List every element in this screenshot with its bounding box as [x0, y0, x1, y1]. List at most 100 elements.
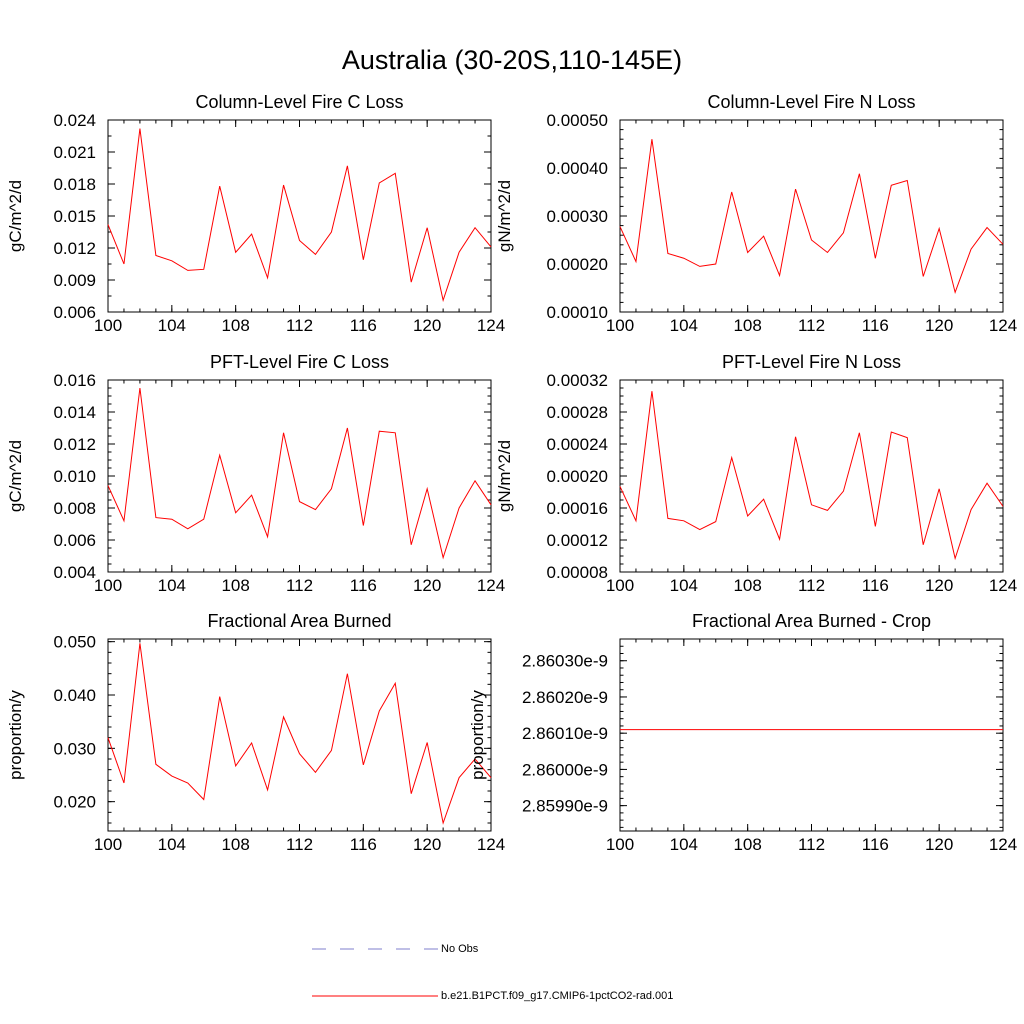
- y-tick-label: 0.006: [53, 531, 96, 550]
- y-tick-label: 0.00030: [547, 207, 608, 226]
- plot-frame: [107, 379, 492, 573]
- y-tick-label: 0.009: [53, 271, 96, 290]
- y-tick-label: 2.85990e-9: [522, 797, 608, 816]
- x-tick-label: 116: [350, 835, 377, 854]
- y-tick-label: 2.86020e-9: [522, 688, 608, 707]
- y-tick-label: 0.015: [53, 207, 96, 226]
- y-tick-label: 0.00010: [547, 303, 608, 322]
- y-axis-label: gC/m^2/d: [6, 180, 25, 252]
- x-tick-label: 124: [989, 576, 1017, 595]
- y-tick-label: 2.86030e-9: [522, 652, 608, 671]
- y-tick-label: 0.016: [53, 371, 96, 390]
- chart-title: PFT-Level Fire N Loss: [722, 352, 901, 372]
- x-tick-label: 120: [925, 576, 953, 595]
- y-tick-label: 0.00020: [547, 255, 608, 274]
- y-tick-label: 0.020: [53, 793, 96, 812]
- chart-panel-2: 100 104 108 112 116 120 124 0.00010 0.00020 0.000…: [495, 92, 1017, 335]
- x-tick-label: 104: [158, 316, 186, 335]
- y-axis-label: proportion/y: [468, 690, 487, 780]
- x-tick-label: 116: [862, 576, 889, 595]
- page-title: Australia (30-20S,110-145E): [341, 45, 683, 75]
- x-tick-label: 116: [350, 576, 377, 595]
- y-axis-label: gN/m^2/d: [495, 440, 514, 512]
- y-tick-label: 0.030: [53, 739, 96, 758]
- x-tick-label: 100: [94, 576, 122, 595]
- y-tick-label: 0.050: [53, 633, 96, 652]
- y-tick-label: 2.86000e-9: [522, 760, 608, 779]
- y-tick-label: 0.008: [53, 499, 96, 518]
- x-tick-label: 108: [221, 835, 249, 854]
- plot-frame: [619, 119, 1004, 313]
- x-tick-label: 120: [925, 835, 953, 854]
- x-tick-label: 108: [221, 576, 249, 595]
- x-tick-label: 124: [477, 835, 505, 854]
- y-axis-label: gN/m^2/d: [495, 180, 514, 252]
- x-tick-label: 100: [606, 576, 634, 595]
- y-tick-label: 0.010: [53, 467, 96, 486]
- x-tick-label: 104: [670, 576, 698, 595]
- x-tick-label: 104: [158, 835, 186, 854]
- x-tick-label: 112: [286, 835, 313, 854]
- x-tick-label: 100: [94, 835, 122, 854]
- chart-title: PFT-Level Fire C Loss: [210, 352, 389, 372]
- x-tick-label: 104: [158, 576, 186, 595]
- y-tick-label: 0.00008: [547, 563, 608, 582]
- x-tick-label: 112: [286, 316, 313, 335]
- y-tick-label: 0.00020: [547, 467, 608, 486]
- y-axis-label: proportion/y: [6, 690, 25, 780]
- x-tick-label: 120: [413, 576, 441, 595]
- x-tick-label: 112: [798, 576, 825, 595]
- x-tick-label: 100: [94, 316, 122, 335]
- chart-panel-4: 100 104 108 112 116 120 124 0.00008 0.00012 0.000…: [495, 352, 1017, 595]
- y-tick-label: 0.00028: [547, 403, 608, 422]
- series-line: [619, 391, 1004, 561]
- x-tick-label: 112: [286, 576, 313, 595]
- y-tick-label: 0.014: [53, 403, 96, 422]
- x-tick-label: 124: [477, 316, 505, 335]
- chart-title: Fractional Area Burned - Crop: [692, 611, 931, 631]
- x-tick-label: 116: [862, 316, 889, 335]
- x-tick-label: 100: [606, 316, 634, 335]
- y-tick-label: 0.004: [53, 563, 96, 582]
- y-tick-label: 0.00040: [547, 159, 608, 178]
- y-tick-label: 0.00012: [547, 531, 608, 550]
- x-tick-label: 116: [350, 316, 377, 335]
- y-tick-label: 0.012: [53, 239, 96, 258]
- y-tick-label: 0.00024: [547, 435, 608, 454]
- x-tick-label: 120: [925, 316, 953, 335]
- y-tick-label: 0.00050: [547, 111, 608, 130]
- x-tick-label: 108: [733, 835, 761, 854]
- chart-panel-1: 100 104 108 112 116 120 124 0.006 0.009 0.012 0.01…: [6, 92, 505, 335]
- x-tick-label: 112: [798, 835, 825, 854]
- series-line: [107, 128, 492, 303]
- plot-frame: [619, 638, 1004, 832]
- y-tick-label: 2.86010e-9: [522, 724, 608, 743]
- x-tick-label: 124: [477, 576, 505, 595]
- x-tick-label: 124: [989, 835, 1017, 854]
- x-tick-label: 120: [413, 835, 441, 854]
- x-tick-label: 108: [733, 316, 761, 335]
- x-tick-label: 108: [221, 316, 249, 335]
- y-tick-label: 0.006: [53, 303, 96, 322]
- chart-title: Fractional Area Burned: [207, 611, 391, 631]
- y-tick-label: 0.024: [53, 111, 96, 130]
- y-tick-label: 0.012: [53, 435, 96, 454]
- series-line: [619, 139, 1004, 295]
- x-tick-label: 104: [670, 316, 698, 335]
- y-tick-label: 0.00032: [547, 371, 608, 390]
- chart-panel-3: 100 104 108 112 116 120 124 0.004 0.006 0.008 0.01…: [6, 352, 505, 595]
- y-tick-label: 0.00016: [547, 499, 608, 518]
- chart-panel-6: 100 104 108 112 116 120 124 2.85990e-9 2.86000e-…: [468, 611, 1017, 854]
- y-tick-label: 0.018: [53, 175, 96, 194]
- series-line: [107, 643, 492, 825]
- plot-frame: [619, 379, 1004, 573]
- y-tick-label: 0.040: [53, 686, 96, 705]
- x-tick-label: 124: [989, 316, 1017, 335]
- chart-panel-5: 100 104 108 112 116 120 124 0.020 0.030 0.040 0.05…: [6, 611, 505, 854]
- chart-title: Column-Level Fire C Loss: [195, 92, 403, 112]
- x-tick-label: 108: [733, 576, 761, 595]
- x-tick-label: 112: [798, 316, 825, 335]
- y-axis-label: gC/m^2/d: [6, 440, 25, 512]
- x-tick-label: 120: [413, 316, 441, 335]
